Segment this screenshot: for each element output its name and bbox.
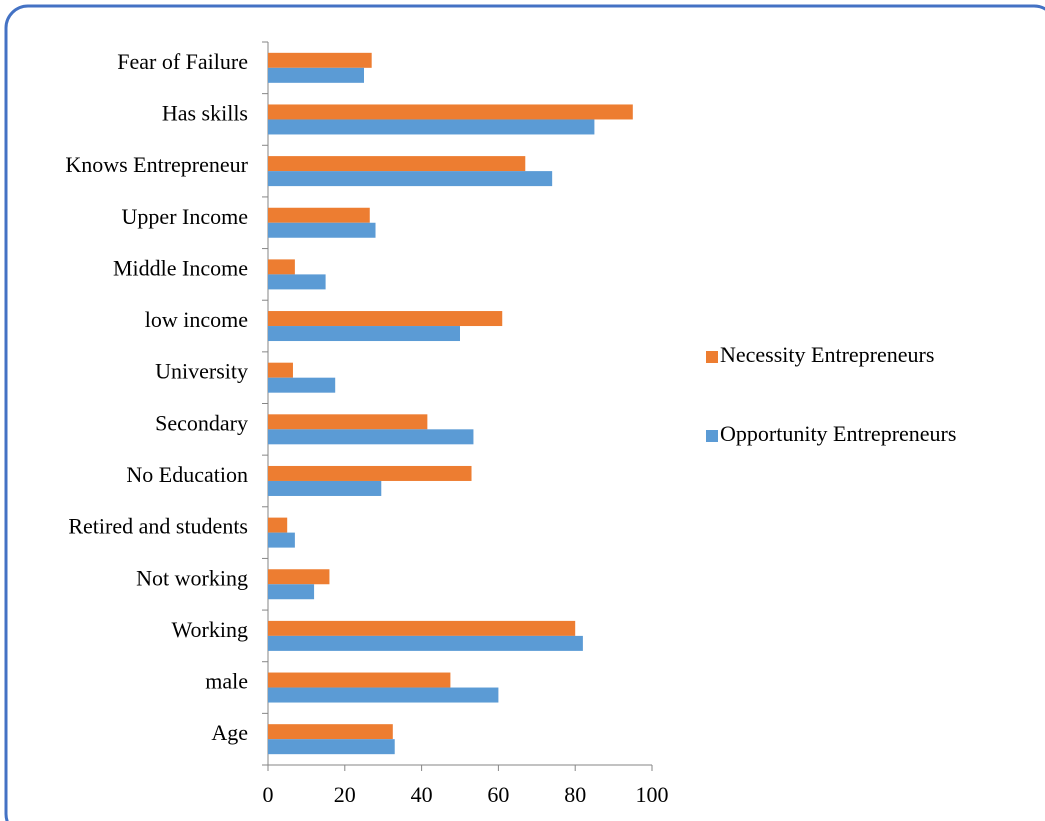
x-tick-label: 40	[411, 782, 433, 807]
y-tick-label: Retired and students	[68, 514, 248, 539]
y-tick-label: low income	[145, 307, 248, 332]
bar	[268, 156, 526, 172]
bar	[268, 171, 553, 187]
bar	[268, 532, 295, 548]
bar	[268, 222, 376, 238]
x-tick-label: 0	[263, 782, 274, 807]
bar	[268, 52, 372, 68]
legend-label: Opportunity Entrepreneurs	[720, 421, 956, 446]
bar	[268, 274, 326, 290]
bar	[268, 672, 451, 688]
bar	[268, 635, 583, 651]
x-tick-label: 20	[334, 782, 356, 807]
bar	[268, 465, 472, 481]
bar	[268, 480, 382, 496]
bar	[268, 517, 288, 533]
bar	[268, 584, 315, 600]
bar	[268, 104, 633, 120]
y-tick-label: Upper Income	[122, 204, 248, 229]
bar	[268, 724, 393, 740]
y-tick-label: Knows Entrepreneur	[65, 152, 248, 177]
bar	[268, 362, 293, 378]
bar	[268, 569, 330, 585]
legend-label: Necessity Entrepreneurs	[720, 342, 934, 367]
x-tick-label: 100	[636, 782, 669, 807]
bar	[268, 119, 595, 135]
bar	[268, 739, 395, 755]
x-tick-label: 60	[487, 782, 509, 807]
y-tick-label: Fear of Failure	[117, 49, 248, 74]
bar	[268, 67, 364, 83]
legend-swatch	[706, 430, 718, 442]
bar	[268, 259, 295, 275]
bar	[268, 429, 474, 445]
y-tick-label: Secondary	[155, 410, 248, 435]
legend-swatch	[706, 351, 718, 363]
y-tick-label: No Education	[126, 462, 248, 487]
y-tick-label: Age	[211, 720, 248, 745]
y-tick-label: male	[205, 669, 248, 694]
bar	[268, 687, 499, 703]
y-tick-label: University	[155, 359, 248, 384]
bar	[268, 620, 576, 636]
x-tick-label: 80	[564, 782, 586, 807]
bar	[268, 377, 336, 393]
y-tick-label: Not working	[136, 565, 248, 590]
bar	[268, 414, 428, 430]
y-tick-label: Has skills	[162, 101, 248, 126]
y-tick-label: Middle Income	[113, 255, 248, 280]
bar	[268, 326, 460, 342]
y-tick-label: Working	[172, 617, 248, 642]
chart-frame	[4, 4, 1045, 821]
bar	[268, 207, 370, 223]
bar	[268, 311, 503, 327]
